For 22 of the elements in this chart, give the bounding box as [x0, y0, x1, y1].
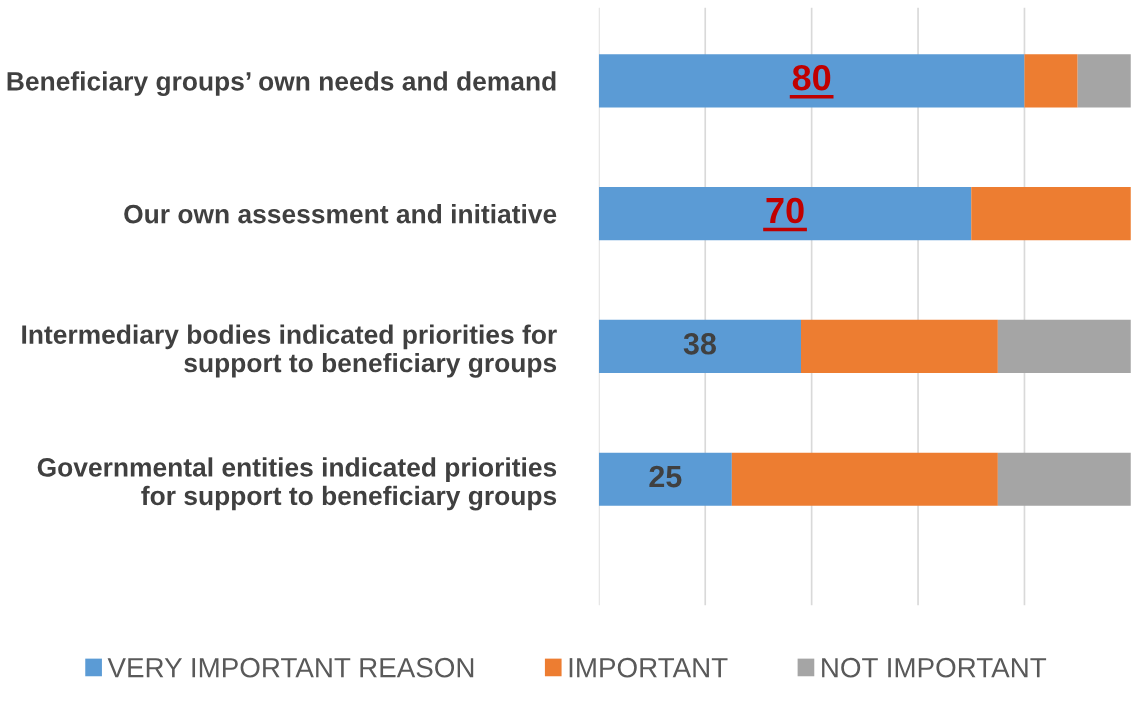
bar: [801, 319, 998, 373]
data-label: 25: [649, 465, 682, 488]
bar: [997, 319, 1131, 373]
data-label: 70: [766, 197, 804, 224]
bar: [598, 187, 972, 241]
bar: [1077, 54, 1131, 108]
data-label: 38: [683, 332, 716, 355]
bar: [1024, 54, 1078, 108]
y-tick-label: Governmental entities indicated priorities for support to beneficiary groups: [37, 457, 557, 511]
legend-label: NOT IMPORTANT: [822, 657, 1047, 678]
legend-label: IMPORTANT: [569, 657, 728, 678]
bar: [598, 54, 1025, 108]
y-tick-label: Beneficiary groups’ own needs and demand: [7, 71, 556, 96]
y-tick-label: Intermediary bodies indicated priorities for support to beneficiary groups: [22, 324, 557, 378]
bar: [598, 452, 732, 506]
y-tick-label: Our own assessment and initiative: [124, 204, 557, 224]
data-label: 80: [792, 64, 831, 91]
bar: [997, 452, 1131, 506]
bar: [598, 319, 801, 373]
legend-label: VERY IMPORTANT REASON: [107, 657, 474, 678]
bar: [731, 452, 998, 506]
bar: [971, 187, 1131, 241]
